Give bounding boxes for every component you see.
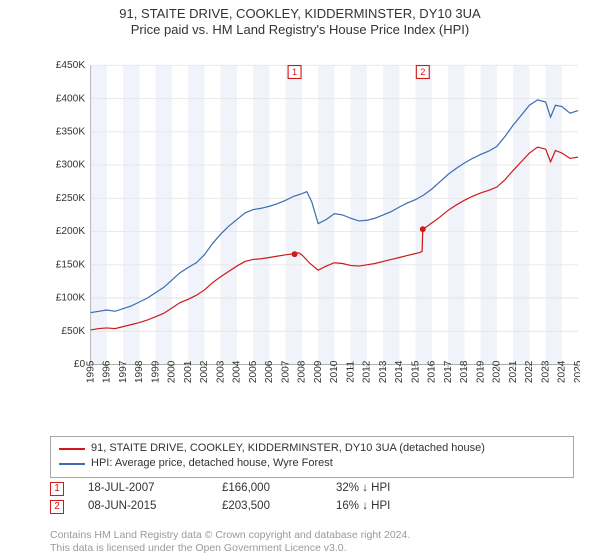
svg-text:2022: 2022 (524, 360, 535, 383)
svg-text:2014: 2014 (394, 360, 405, 383)
svg-text:1999: 1999 (150, 360, 161, 383)
legend-swatch (59, 448, 85, 450)
svg-text:£0: £0 (74, 359, 86, 370)
svg-text:2013: 2013 (378, 360, 389, 383)
svg-text:2016: 2016 (427, 360, 438, 383)
footer-line1: Contains HM Land Registry data © Crown c… (50, 529, 574, 542)
legend: 91, STAITE DRIVE, COOKLEY, KIDDERMINSTER… (50, 436, 574, 478)
legend-item: HPI: Average price, detached house, Wyre… (59, 456, 565, 471)
event-row: 1 18-JUL-2007 £166,000 32% ↓ HPI (50, 480, 574, 498)
title-address: 91, STAITE DRIVE, COOKLEY, KIDDERMINSTER… (0, 6, 600, 22)
svg-text:2019: 2019 (475, 360, 486, 383)
svg-text:2000: 2000 (167, 360, 178, 383)
event-date: 18-JUL-2007 (88, 480, 198, 498)
event-table: 1 18-JUL-2007 £166,000 32% ↓ HPI 2 08-JUN-201… (50, 480, 574, 516)
svg-text:2003: 2003 (215, 360, 226, 383)
svg-text:1996: 1996 (102, 360, 113, 383)
svg-text:1998: 1998 (134, 360, 145, 383)
svg-text:1: 1 (292, 67, 297, 77)
svg-text:2018: 2018 (459, 360, 470, 383)
event-marker: 1 (50, 482, 64, 496)
svg-text:1995: 1995 (85, 360, 96, 383)
svg-text:1997: 1997 (118, 360, 129, 383)
svg-text:2009: 2009 (313, 360, 324, 383)
chart-svg: £0 £50K £100K £150K £200K £250K £300K £350K £400… (50, 46, 580, 406)
svg-text:£50K: £50K (61, 326, 85, 337)
svg-text:2024: 2024 (557, 360, 568, 383)
line-chart: £0 £50K £100K £150K £200K £250K £300K £350K £400… (50, 46, 580, 406)
legend-item: 91, STAITE DRIVE, COOKLEY, KIDDERMINSTER… (59, 441, 565, 456)
svg-text:2023: 2023 (540, 360, 551, 383)
legend-label: 91, STAITE DRIVE, COOKLEY, KIDDERMINSTER… (91, 441, 485, 456)
title-subtitle: Price paid vs. HM Land Registry's House … (0, 22, 600, 38)
svg-text:£200K: £200K (56, 226, 86, 237)
footer-line2: This data is licensed under the Open Gov… (50, 542, 574, 555)
svg-text:2010: 2010 (329, 360, 340, 383)
event-marker: 2 (50, 500, 64, 514)
svg-text:£300K: £300K (56, 160, 86, 171)
event-pct: 16% ↓ HPI (336, 498, 436, 516)
chart-title: 91, STAITE DRIVE, COOKLEY, KIDDERMINSTER… (0, 0, 600, 39)
event-price: £203,500 (222, 498, 312, 516)
svg-text:2020: 2020 (492, 360, 503, 383)
event-date: 08-JUN-2015 (88, 498, 198, 516)
svg-text:2011: 2011 (345, 361, 356, 383)
svg-text:2004: 2004 (232, 360, 243, 383)
svg-text:£100K: £100K (56, 293, 86, 304)
legend-swatch (59, 463, 85, 465)
svg-text:2015: 2015 (410, 360, 421, 383)
svg-text:2006: 2006 (264, 360, 275, 383)
svg-text:2012: 2012 (362, 360, 373, 383)
svg-text:2001: 2001 (183, 360, 194, 383)
event-pct: 32% ↓ HPI (336, 480, 436, 498)
svg-text:£350K: £350K (56, 127, 86, 138)
svg-text:2025: 2025 (573, 360, 580, 383)
svg-text:2002: 2002 (199, 360, 210, 383)
event-price: £166,000 (222, 480, 312, 498)
svg-text:£150K: £150K (56, 259, 86, 270)
event-row: 2 08-JUN-2015 £203,500 16% ↓ HPI (50, 498, 574, 516)
svg-text:£450K: £450K (56, 60, 86, 71)
svg-text:£400K: £400K (56, 93, 86, 104)
svg-text:2: 2 (420, 67, 425, 77)
svg-text:2007: 2007 (280, 360, 291, 383)
svg-text:2017: 2017 (443, 360, 454, 383)
svg-text:2008: 2008 (297, 360, 308, 383)
svg-text:£250K: £250K (56, 193, 86, 204)
svg-text:2021: 2021 (508, 360, 519, 383)
legend-label: HPI: Average price, detached house, Wyre… (91, 456, 333, 471)
footer: Contains HM Land Registry data © Crown c… (50, 529, 574, 555)
svg-text:2005: 2005 (248, 360, 259, 383)
